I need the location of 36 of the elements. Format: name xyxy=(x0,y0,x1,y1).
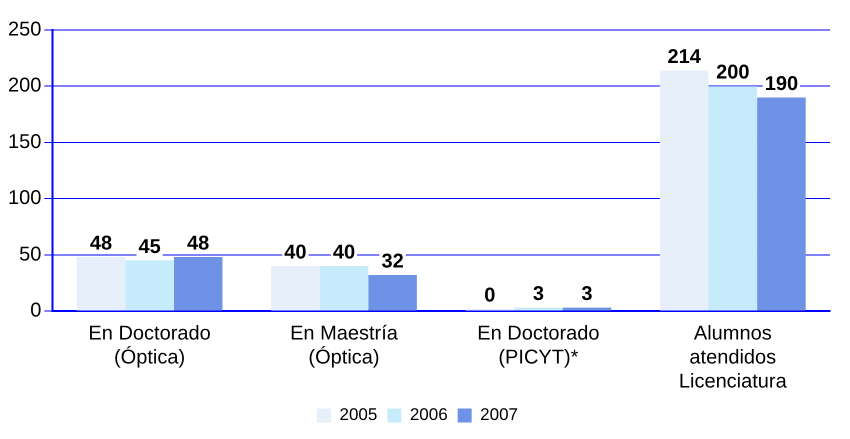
bar xyxy=(757,97,806,310)
x-tick-label: En Doctorado (PICYT)* xyxy=(477,322,600,369)
data-label: 0 xyxy=(484,284,496,307)
x-tick-label: Alumnos atendidos Licenciatura xyxy=(678,322,788,393)
legend-label: 2007 xyxy=(480,405,518,424)
data-label: 48 xyxy=(90,232,112,255)
data-label: 32 xyxy=(381,250,404,273)
bar xyxy=(514,308,563,310)
data-label: 214 xyxy=(668,46,702,68)
bar xyxy=(76,257,126,310)
y-tick-label: 150 xyxy=(8,130,42,153)
data-label: 48 xyxy=(187,232,210,255)
legend-label: 2006 xyxy=(410,405,448,424)
bar xyxy=(660,70,708,310)
data-label: 45 xyxy=(138,236,161,258)
bar xyxy=(174,257,222,310)
data-label: 3 xyxy=(581,283,593,306)
data-label: 40 xyxy=(332,242,356,264)
x-tick-label: En Doctorado (Óptica) xyxy=(88,322,211,369)
bar xyxy=(125,260,174,310)
data-label: 40 xyxy=(284,242,307,264)
y-tick-label: 250 xyxy=(8,18,42,41)
bar xyxy=(368,275,417,310)
bar xyxy=(708,86,758,310)
y-tick-label: 100 xyxy=(8,187,42,210)
legend-label: 2005 xyxy=(340,405,378,424)
bar xyxy=(320,266,368,310)
x-tick-label: En Maestría (Óptica) xyxy=(290,322,399,369)
data-label: 190 xyxy=(764,72,798,95)
data-label: 200 xyxy=(716,62,750,84)
y-tick-label: 200 xyxy=(8,74,42,97)
data-label: 3 xyxy=(532,283,544,306)
bar xyxy=(271,266,320,310)
bar xyxy=(562,308,612,310)
y-tick-label: 0 xyxy=(30,300,42,322)
y-tick-label: 50 xyxy=(19,243,42,266)
